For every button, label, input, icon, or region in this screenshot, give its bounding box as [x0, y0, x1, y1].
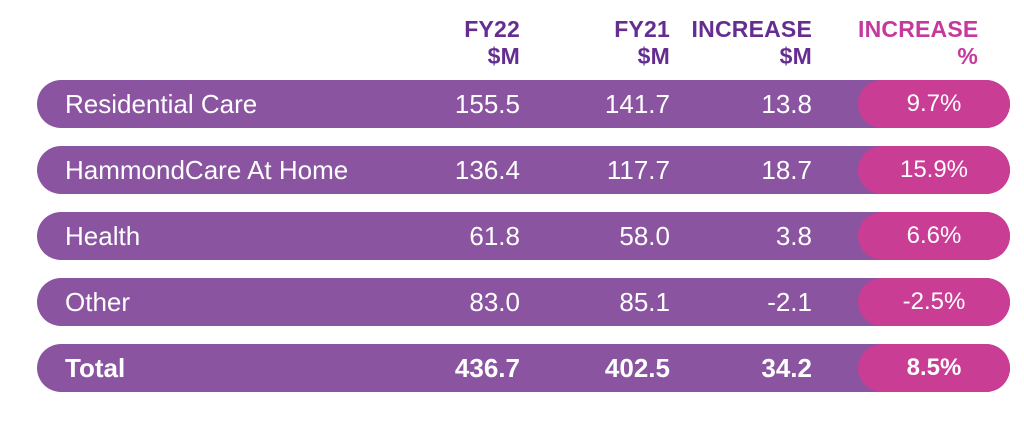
increase-pct-pill: -2.5% — [858, 278, 1010, 326]
fy22-value: 436.7 — [454, 352, 520, 383]
header-increase-pct-line1: INCREASE — [858, 16, 979, 42]
increase-pct-pill: 9.7% — [858, 80, 1010, 128]
increase-value: 18.7 — [761, 154, 812, 185]
fy21-value: 141.7 — [604, 88, 670, 119]
fy22-value: 61.8 — [469, 220, 520, 251]
header-increase-m-line1: INCREASE — [691, 16, 812, 42]
header-increase-m-line2: $M — [779, 43, 812, 69]
row-label: Total — [65, 352, 126, 383]
fy22-value: 136.4 — [454, 154, 520, 185]
fy22-value: 155.5 — [454, 88, 520, 119]
header-increase-pct-line2: % — [957, 43, 978, 69]
row-label: Residential Care — [65, 88, 258, 119]
increase-value: 13.8 — [761, 88, 812, 119]
header-increase-m: INCREASE $M — [670, 16, 812, 70]
fy21-value: 402.5 — [604, 352, 670, 383]
fy21-value: 85.1 — [619, 286, 670, 317]
table-row: Other 83.0 85.1 -2.1 -2.5% — [37, 278, 1010, 326]
row-label: Health — [65, 220, 141, 251]
fy21-value: 117.7 — [606, 154, 670, 185]
header-fy22-line2: $M — [487, 43, 520, 69]
table-row: HammondCare At Home 136.4 117.7 18.7 15.… — [37, 146, 1010, 194]
increase-value: -2.1 — [767, 286, 812, 317]
header-fy22-line1: FY22 — [464, 16, 520, 42]
header-fy21-line2: $M — [637, 43, 670, 69]
fy21-value: 58.0 — [619, 220, 670, 251]
table-row-total: Total 436.7 402.5 34.2 8.5% — [37, 344, 1010, 392]
header-increase-pct: INCREASE % — [858, 16, 1010, 70]
fy22-value: 83.0 — [469, 286, 520, 317]
header-fy22: FY22 $M — [337, 16, 520, 70]
table-row: Health 61.8 58.0 3.8 6.6% — [37, 212, 1010, 260]
header-fy21: FY21 $M — [520, 16, 670, 70]
table-header: FY22 $M FY21 $M INCREASE $M INCREASE % — [37, 8, 1010, 70]
increase-pct-pill: 8.5% — [858, 344, 1010, 392]
row-label: Other — [65, 286, 131, 317]
revenue-table: FY22 $M FY21 $M INCREASE $M INCREASE % R… — [37, 8, 1010, 392]
row-label: HammondCare At Home — [65, 154, 349, 185]
table-row: Residential Care 155.5 141.7 13.8 9.7% — [37, 80, 1010, 128]
increase-pct-pill: 15.9% — [858, 146, 1010, 194]
increase-value: 34.2 — [761, 352, 812, 383]
increase-pct-pill: 6.6% — [858, 212, 1010, 260]
increase-value: 3.8 — [775, 220, 812, 251]
header-fy21-line1: FY21 — [614, 16, 670, 42]
